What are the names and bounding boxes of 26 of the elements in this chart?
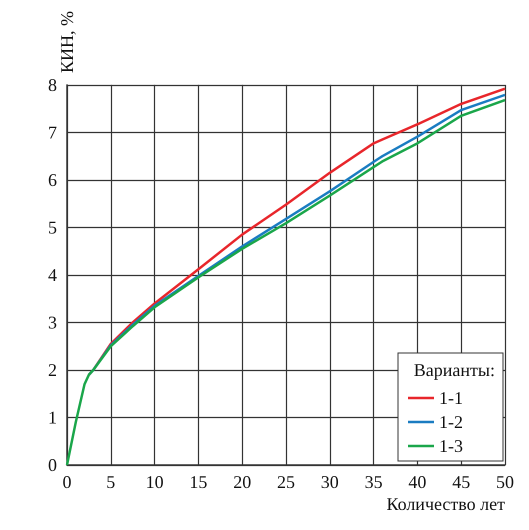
legend-label: 1-3 bbox=[439, 436, 464, 456]
y-tick-label: 7 bbox=[48, 122, 57, 142]
y-tick-label: 8 bbox=[48, 74, 57, 95]
y-tick-label: 0 bbox=[48, 455, 57, 475]
y-tick-label: 1 bbox=[48, 407, 57, 428]
legend-label: 1-2 bbox=[439, 412, 464, 432]
x-tick-label: 25 bbox=[277, 472, 295, 492]
y-tick-label: 2 bbox=[48, 360, 57, 380]
x-tick-label: 10 bbox=[146, 472, 164, 492]
x-axis-title: Количество лет bbox=[386, 494, 506, 514]
x-tick-label: 5 bbox=[106, 472, 116, 492]
x-tick-label: 30 bbox=[320, 472, 339, 492]
x-tick-label: 15 bbox=[189, 472, 208, 492]
y-tick-label: 5 bbox=[48, 217, 57, 238]
x-tick-label: 45 bbox=[452, 472, 470, 492]
y-tick-label: 3 bbox=[48, 312, 57, 332]
y-tick-label: 6 bbox=[48, 170, 57, 190]
legend-label: 1-1 bbox=[439, 388, 464, 408]
legend-title: Варианты: bbox=[414, 360, 496, 380]
x-tick-label: 50 bbox=[496, 472, 514, 492]
x-tick-label: 35 bbox=[364, 472, 383, 492]
x-tick-label: 40 bbox=[408, 472, 426, 492]
y-axis-title: КИН, % bbox=[57, 10, 77, 73]
x-tick-label: 20 bbox=[233, 472, 252, 492]
y-tick-label: 4 bbox=[48, 264, 57, 285]
x-tick-label: 0 bbox=[62, 472, 72, 492]
